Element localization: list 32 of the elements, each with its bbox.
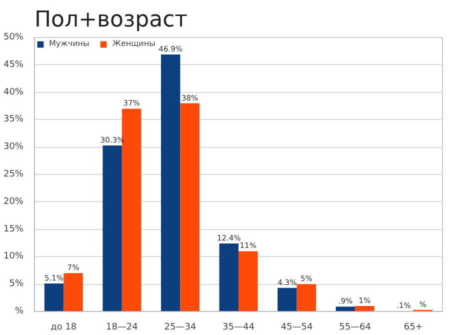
y-tick-label: 50% — [3, 32, 24, 42]
bar — [278, 288, 297, 312]
bar — [44, 284, 64, 312]
legend-label: Женщины — [112, 39, 156, 48]
bar — [102, 145, 122, 312]
bar — [296, 284, 316, 312]
y-tick-label: % — [14, 306, 24, 316]
x-tick-label: 18—24 — [106, 322, 138, 332]
x-tick-label: 65+ — [404, 322, 423, 332]
bar — [160, 54, 180, 312]
y-tick-label: 40% — [3, 87, 24, 98]
y-tick-label: 5% — [9, 279, 24, 290]
legend-label: Мужчины — [49, 39, 90, 48]
bar — [180, 103, 200, 312]
x-tick-label: 45—54 — [280, 322, 314, 332]
x-tick-label: 35—44 — [222, 322, 255, 332]
x-tick-label: до 18 — [50, 322, 77, 332]
bar — [219, 244, 238, 312]
y-tick-label: 20% — [3, 196, 24, 207]
chart-title: Пол+возраст — [34, 8, 188, 32]
x-tick-label: 25—34 — [164, 322, 196, 332]
y-tick-label: 25% — [3, 170, 24, 180]
x-tick-label: 55—64 — [339, 322, 372, 332]
y-tick-label: 45% — [3, 60, 24, 70]
y-tick-label: 35% — [3, 114, 24, 125]
bar — [355, 306, 374, 312]
bar — [336, 306, 356, 312]
y-tick-label: 30% — [3, 142, 24, 152]
bar — [238, 251, 258, 312]
y-tick-label: 10% — [3, 252, 24, 262]
y-tick-label: 15% — [3, 224, 24, 234]
bar — [64, 273, 83, 312]
